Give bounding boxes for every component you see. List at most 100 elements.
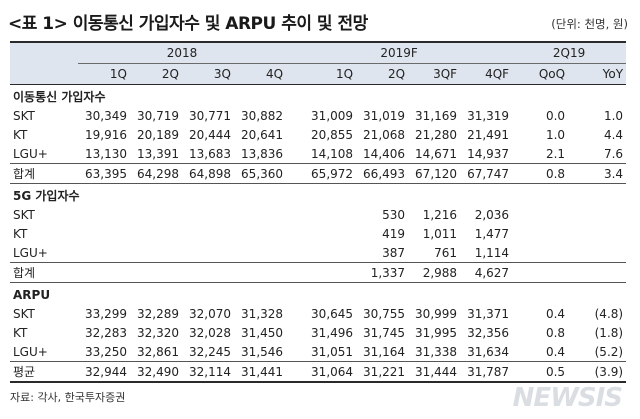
header-period: 4QF	[460, 63, 513, 85]
header-period: 1Q	[78, 63, 130, 85]
table-cell: 20,189	[137, 127, 179, 142]
table-cell: 67,747	[460, 163, 513, 184]
table-cell: 20,444	[189, 127, 231, 142]
table-cell: 32,070	[189, 306, 231, 321]
table-cell: 0.5	[512, 361, 569, 383]
table-cell: (3.9)	[568, 361, 627, 383]
table-cell: 1.0	[603, 108, 624, 123]
header-group-2019f: 2019F	[286, 41, 513, 64]
row-label: KT	[13, 325, 28, 340]
table-cell: 13,836	[241, 146, 284, 161]
table-cell	[512, 243, 568, 263]
header-group-2018: 2018	[78, 41, 287, 64]
table-cell: 31,496	[311, 325, 354, 340]
header-group-2q19: 2Q19	[512, 41, 627, 64]
table-cell: 64,298	[130, 163, 182, 184]
table-cell: 13,391	[137, 146, 179, 161]
table-row: LGU+ 33,250 32,861 32,245 31,546 31,051 31,164…	[10, 342, 626, 362]
table-cell	[234, 262, 287, 283]
table-cell: 31,328	[241, 306, 284, 321]
section-title: ARPU	[13, 287, 51, 302]
header-year-row: 2018 2019F 2Q19	[10, 41, 627, 64]
header-period: 4Q	[234, 63, 287, 85]
table-cell: 530	[382, 207, 406, 222]
table-cell: 0.0	[545, 108, 566, 123]
table-cell: 31,546	[241, 344, 284, 359]
table-cell	[568, 262, 627, 283]
table-row: 평균 32,944 32,490 32,114 31,441 31,064 31,221 31…	[10, 361, 627, 383]
table-cell: 20,641	[241, 127, 284, 142]
table-cell: 0.8	[512, 163, 569, 184]
table-row: SKT 530 1,216 2,036	[10, 205, 626, 224]
table-cell: 4.4	[603, 127, 624, 142]
table-cell: 2,988	[408, 262, 461, 283]
table-cell: 30,882	[241, 108, 284, 123]
table-cell: 30,719	[137, 108, 179, 123]
table-cell	[286, 205, 356, 224]
source-note: 자료: 각사, 한국투자증권	[10, 391, 126, 404]
header-period: 3QF	[408, 63, 461, 85]
table-cell: 21,068	[363, 127, 406, 142]
table-cell: 1,477	[474, 226, 510, 241]
table-cell	[130, 243, 182, 263]
table-cell: 31,444	[408, 361, 461, 383]
table-cell	[130, 205, 182, 224]
table-row: SKT 33,299 32,289 32,070 31,328 30,645 30,755 3…	[10, 304, 626, 323]
table-cell	[234, 205, 286, 224]
row-label: SKT	[13, 108, 35, 123]
table-cell	[182, 243, 234, 263]
table-cell: (4.8)	[594, 306, 624, 321]
table-cell: 31,995	[415, 325, 458, 340]
table-cell	[512, 262, 569, 283]
table-cell: 33,250	[85, 344, 127, 359]
table-cell: 31,441	[234, 361, 287, 383]
header-blank	[10, 63, 78, 85]
table-cell: 761	[434, 245, 458, 260]
row-label: KT	[13, 127, 28, 142]
table-cell	[78, 243, 130, 263]
section-row: ARPU	[10, 283, 626, 305]
table-cell: 0.4	[545, 344, 566, 359]
header-blank	[10, 41, 78, 64]
table-cell: 2,036	[474, 207, 510, 222]
table-cell: 31,745	[363, 325, 406, 340]
table-cell: 13,130	[85, 146, 127, 161]
table-row: 합계 63,395 64,298 64,898 65,360 65,972 66,493 67…	[10, 163, 627, 184]
table-cell: 1,011	[422, 226, 458, 241]
row-label: SKT	[13, 306, 35, 321]
table-cell: 32,028	[189, 325, 231, 340]
header-period: 3Q	[182, 63, 234, 85]
header-period: 2Q	[130, 63, 182, 85]
table-cell: 0.8	[545, 325, 566, 340]
table-row: KT 19,916 20,189 20,444 20,641 20,855 21,068 21…	[10, 125, 626, 144]
section-title: 5G 가입자수	[13, 189, 80, 203]
table-cell: 31,787	[460, 361, 513, 383]
table-cell	[78, 205, 130, 224]
table-cell: 64,898	[182, 163, 234, 184]
table-cell: 13,683	[189, 146, 231, 161]
table-cell: (1.8)	[594, 325, 624, 340]
table-cell: 33,299	[85, 306, 127, 321]
table-cell: 14,671	[415, 146, 458, 161]
table-cell: 66,493	[356, 163, 409, 184]
table-cell: 21,491	[467, 127, 510, 142]
table-cell: 31,019	[363, 108, 406, 123]
table-row: LGU+ 387 761 1,114	[10, 243, 626, 263]
table-row: LGU+ 13,130 13,391 13,683 13,836 14,108 14,406…	[10, 144, 626, 164]
table-cell: 63,395	[78, 163, 130, 184]
table-cell	[130, 262, 182, 283]
table-cell: 67,120	[408, 163, 461, 184]
table-cell	[182, 205, 234, 224]
total-label: 평균	[10, 361, 78, 383]
table-cell: 32,356	[467, 325, 510, 340]
table-cell: 3.4	[568, 163, 627, 184]
table-cell: 7.6	[603, 146, 624, 161]
table-cell: 31,009	[311, 108, 354, 123]
table-cell: 31,371	[467, 306, 510, 321]
table-cell: 30,771	[189, 108, 231, 123]
table-cell: 21,280	[415, 127, 458, 142]
header-period: QoQ	[512, 63, 569, 85]
row-label: KT	[13, 226, 28, 241]
table-cell: 1.0	[545, 127, 566, 142]
table-cell: (5.2)	[594, 344, 624, 359]
